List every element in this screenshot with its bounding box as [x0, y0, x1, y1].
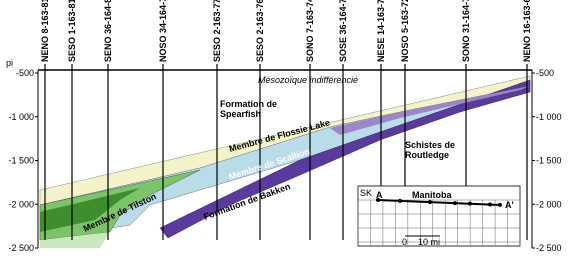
- well-label: NENO 8-163-81: [40, 0, 50, 62]
- left-tick-label: -1 000: [8, 112, 34, 122]
- lower-green: [40, 232, 110, 248]
- flossie-layer: [330, 86, 530, 135]
- scale-length: 10 mi: [418, 237, 440, 247]
- spearfish-label: Formation de Spearfish: [220, 99, 277, 119]
- left-tick-label: -500: [16, 68, 34, 78]
- well-label: NOSO 5-163-72: [400, 0, 410, 62]
- well-label: SESO 2-163-76: [255, 0, 265, 62]
- right-tick-label: -1 500: [536, 156, 562, 166]
- well-label: NESE 14-163-73: [376, 0, 386, 62]
- well-label: SESO 1-163-81: [67, 0, 77, 62]
- start-point: A: [376, 190, 383, 200]
- left-tick-label: -1 500: [8, 156, 34, 166]
- unit-label: pi: [6, 58, 13, 68]
- bakken-layer: [159, 79, 531, 239]
- right-tick-label: -1 000: [536, 112, 562, 122]
- well-label: SENO 36-164-80: [103, 0, 113, 62]
- right-tick-label: -2 500: [536, 243, 562, 253]
- well-label: SOSE 36-164-74: [338, 0, 348, 62]
- axes: pi-500 -500-1 000 -1 000-1 500 -1 500-2 000…: [6, 0, 562, 253]
- well-label: NENO 16-163-69: [522, 0, 532, 62]
- right-tick-label: -500: [536, 68, 554, 78]
- mesozoic-label: Mésozoïque indifférencié: [258, 75, 358, 85]
- well-label: SONO 31-164-70: [461, 0, 471, 62]
- left-tick-label: -2 500: [8, 243, 34, 253]
- tilston-dark: [40, 188, 140, 232]
- scale-zero: 0: [402, 237, 407, 247]
- end-point: A': [505, 200, 514, 210]
- section-line: [377, 199, 501, 206]
- well-label: SESO 2-163-77: [212, 0, 222, 62]
- well-label: SONO 7-163-74: [305, 0, 315, 62]
- state: Manitoba: [412, 190, 452, 200]
- right-tick-label: -2 000: [536, 199, 562, 209]
- inset-map: SK A Manitoba A' 0 10 mi: [357, 185, 521, 247]
- left-tick-label: -2 000: [8, 199, 34, 209]
- routledge-label: Schistes de Routledge: [405, 140, 455, 160]
- province: SK: [360, 188, 372, 198]
- well-label: NOSO 34-164-78: [158, 0, 168, 62]
